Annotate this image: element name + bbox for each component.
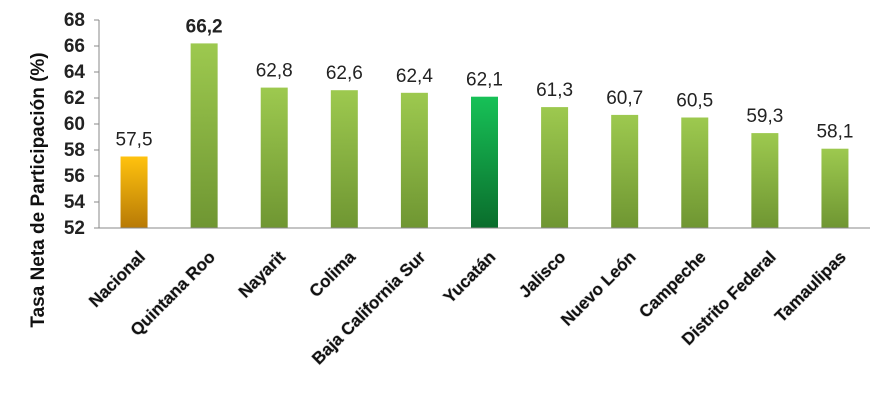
y-tick-label: 60	[64, 114, 85, 135]
bar-quintana-roo	[190, 43, 218, 229]
y-tick-label: 52	[64, 218, 85, 239]
x-category-label: Colima	[306, 247, 360, 301]
bar-value-label: 62,1	[466, 70, 503, 91]
y-tick-label: 66	[64, 36, 85, 57]
bar-yucat-n	[471, 96, 498, 228]
x-category-label: Tamaulipas	[771, 247, 850, 326]
y-tick-label: 54	[64, 192, 86, 213]
bar-value-label: 61,3	[536, 80, 573, 101]
y-tick-label: 56	[64, 166, 85, 187]
bar-colima	[330, 90, 358, 228]
bar-value-label: 62,6	[326, 63, 363, 84]
bar-value-label: 60,7	[606, 88, 643, 109]
bar-distrito-federal	[751, 133, 779, 228]
bar-nacional	[120, 156, 148, 228]
bar-campeche	[681, 117, 709, 228]
bars-group	[120, 43, 849, 229]
x-category-label: Nayarit	[235, 247, 289, 301]
y-tick-label: 58	[64, 140, 85, 161]
bar-value-label: 57,5	[116, 130, 153, 151]
bar-jalisco	[541, 107, 569, 228]
bar-value-label: 66,2	[186, 16, 223, 37]
y-tick-label: 64	[64, 62, 86, 83]
bar-tamaulipas	[821, 148, 849, 228]
bar-baja-california-sur	[400, 92, 428, 228]
x-category-label: Jalisco	[515, 247, 569, 301]
bar-value-label: 62,4	[396, 66, 433, 87]
bar-nuevo-le-n	[611, 114, 639, 228]
bar-value-label: 60,5	[676, 91, 713, 112]
bar-value-label: 62,8	[256, 61, 293, 82]
value-labels-group: 57,5 66,2 62,8 62,6 62,4 62,1 61,3 60,7 60,5 59,3…	[116, 16, 854, 150]
x-category-label: Nacional	[85, 247, 149, 311]
bar-nayarit	[260, 87, 288, 228]
x-category-label: Nuevo León	[557, 247, 639, 329]
x-category-label: Campeche	[635, 247, 709, 321]
x-category-label: Yucatán	[440, 247, 500, 307]
bar-value-label: 58,1	[816, 122, 853, 143]
bar-value-label: 59,3	[746, 106, 783, 127]
y-tick-label: 62	[64, 88, 85, 109]
y-tick-label: 68	[64, 10, 85, 31]
y-axis-ticks: 52 54 56 58 60 62 64 66 68	[64, 10, 99, 239]
y-axis-label: Tasa Neta de Participación (%)	[28, 52, 49, 327]
